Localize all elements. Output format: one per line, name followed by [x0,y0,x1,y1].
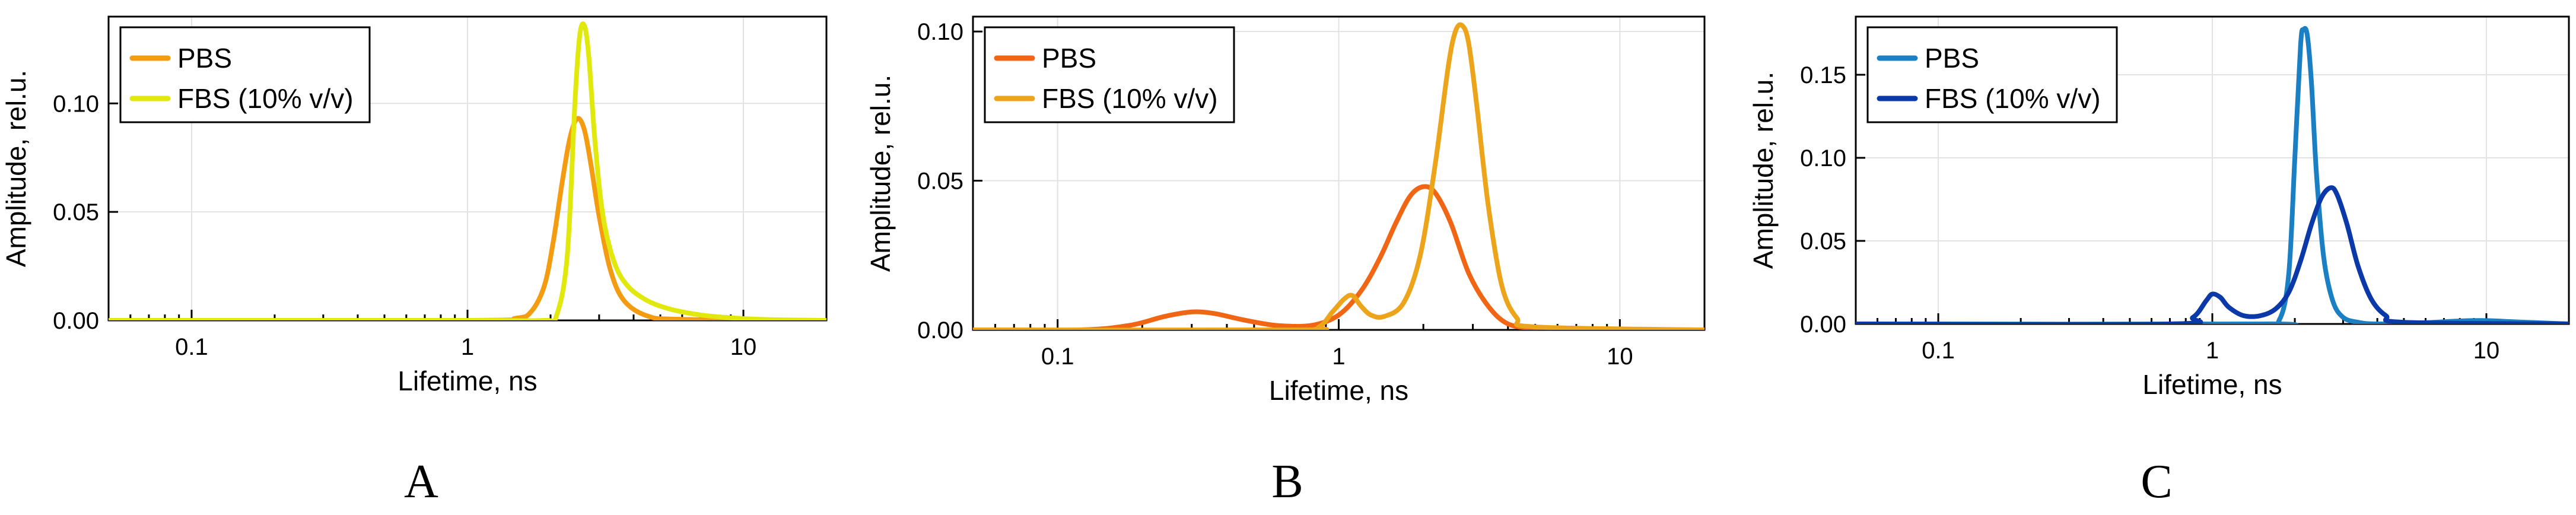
y-axis-title: Amplitude, rel.u. [1748,72,1779,269]
y-tick-label: 0.10 [917,19,963,45]
y-tick-label: 0.05 [917,169,963,195]
legend-box [1866,26,2118,123]
legend-label: PBS [177,43,232,74]
y-tick-label: 0.00 [917,317,963,344]
x-tick-label: 1 [2206,338,2219,364]
series-line-fbs [1856,185,2569,324]
series-line-fbs [973,22,1704,330]
y-tick-label: 0.10 [1800,145,1846,171]
panel-c: 0.1 1 10 0.00 0.05 0.10 0.15 Lifetime, ns Amplit… [1748,15,2570,508]
panel-b: 0.1 1 10 0.00 0.05 0.10 Lifetime, ns Amplitude,… [865,15,1706,508]
x-axis-title: Lifetime, ns [1269,375,1408,406]
x-tick-label: 10 [730,334,757,360]
y-tick-label: 0.00 [53,308,99,334]
legend-label: FBS (10% v/v) [177,83,354,114]
panel-letter: C [2141,456,2172,508]
y-axis-title: Amplitude, rel.u. [865,75,896,272]
x-axis-title: Lifetime, ns [397,365,537,396]
y-tick-label: 0.15 [1800,62,1846,88]
x-tick-label: 1 [461,334,474,360]
legend: PBS FBS (10% v/v) [1866,26,2118,123]
y-tick-label: 0.00 [1800,311,1846,338]
legend-box [984,26,1235,123]
x-tick-label: 1 [1332,344,1345,370]
legend-label: FBS (10% v/v) [1925,83,2101,114]
x-tick-label: 10 [1607,344,1633,370]
x-tick-label: 0.1 [1922,338,1955,364]
y-axis-title: Amplitude, rel.u. [1,70,31,267]
y-tick-label: 0.10 [53,91,99,117]
panel-a: 0.1 1 10 0.00 0.05 0.10 Lifetime, ns Amplitude,… [1,15,828,508]
legend-label: FBS (10% v/v) [1042,83,1218,114]
x-tick-label: 0.1 [175,334,208,360]
x-tick-label: 0.1 [1041,344,1074,370]
series-line-pbs [973,184,1704,330]
panel-letter: A [404,456,438,508]
legend: PBS FBS (10% v/v) [984,26,1235,123]
y-tick-label: 0.05 [1800,228,1846,255]
legend-label: PBS [1925,43,1979,74]
legend-label: PBS [1042,43,1096,74]
legend-box [119,26,371,123]
x-axis-title: Lifetime, ns [2142,369,2282,400]
legend: PBS FBS (10% v/v) [119,26,371,123]
y-tick-label: 0.05 [53,199,99,225]
panel-letter: B [1271,456,1303,508]
series-line-fbs [109,21,826,320]
x-tick-label: 10 [2473,338,2500,364]
